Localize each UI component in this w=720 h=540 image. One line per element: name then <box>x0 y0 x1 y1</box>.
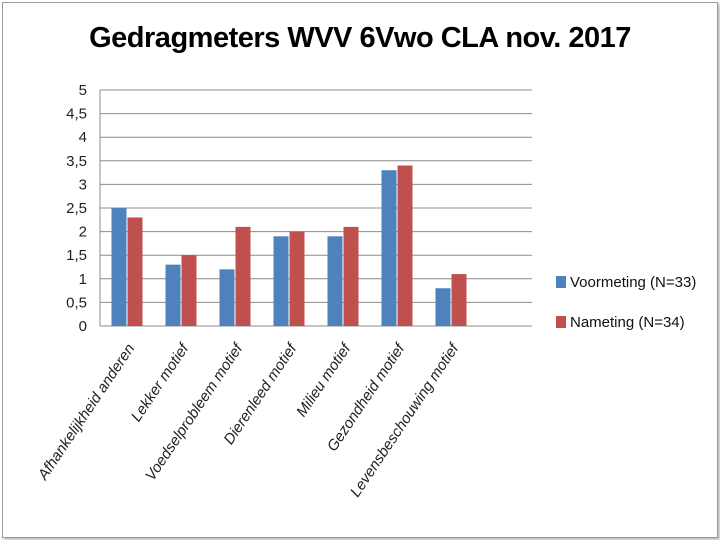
chart-title: Gedragmeters WVV 6Vwo CLA nov. 2017 <box>89 22 631 54</box>
y-tick-label: 1,5 <box>66 247 87 264</box>
y-tick-label: 2,5 <box>66 200 87 217</box>
category-label: Levensbeschouwing motief <box>347 339 463 500</box>
bar-voormeting <box>111 208 127 326</box>
y-tick-label: 3,5 <box>66 153 87 170</box>
bar-voormeting <box>435 288 451 326</box>
bar-voormeting <box>381 170 397 326</box>
bar-nameting <box>343 226 359 326</box>
y-tick-label: 4,5 <box>66 106 87 123</box>
bar-nameting <box>397 165 413 326</box>
legend-item-nameting: Nameting (N=34) <box>556 314 685 331</box>
y-tick-label: 3 <box>79 176 87 193</box>
legend-swatch-voormeting <box>556 276 566 288</box>
bar-nameting <box>235 226 251 326</box>
bar-nameting <box>451 274 467 326</box>
bar-voormeting <box>165 264 181 326</box>
y-tick-label: 0,5 <box>66 294 87 311</box>
y-tick-label: 5 <box>79 82 87 99</box>
bar-nameting <box>181 255 197 326</box>
y-tick-label: 0 <box>79 318 87 335</box>
legend-label-voormeting: Voormeting (N=33) <box>570 274 697 291</box>
legend-item-voormeting: Voormeting (N=33) <box>556 274 696 291</box>
bar-voormeting <box>273 236 289 326</box>
bar-nameting <box>289 231 305 326</box>
y-tick-label: 2 <box>79 224 87 241</box>
legend-swatch-nameting <box>556 316 566 328</box>
bar-voormeting <box>327 236 343 326</box>
bar-nameting <box>127 217 143 326</box>
legend-label-nameting: Nameting (N=34) <box>570 314 685 331</box>
category-label: Afhankelijkheid anderen <box>34 341 138 484</box>
category-label: Voedselprobleem motief <box>142 339 247 484</box>
category-label: Milieu motief <box>293 339 355 420</box>
y-tick-label: 1 <box>79 271 87 288</box>
bar-voormeting <box>219 269 235 326</box>
y-tick-label: 4 <box>79 129 87 146</box>
